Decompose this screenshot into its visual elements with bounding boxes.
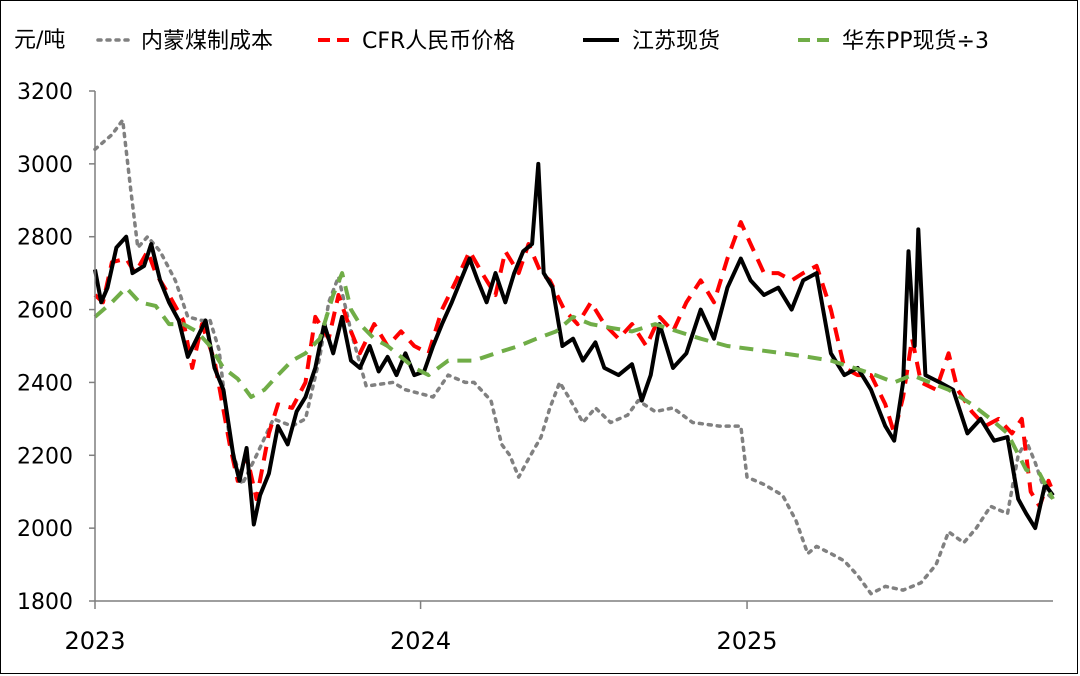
y-tick-label: 2800 <box>17 226 73 251</box>
axes: 1800 2000 2200 2400 2600 2800 3000 3200 2023 2024… <box>17 80 1053 655</box>
legend-label-0: 内蒙煤制成本 <box>141 29 273 54</box>
x-tick-label: 2025 <box>717 627 778 655</box>
legend-label-2: 江苏现货 <box>632 29 720 54</box>
legend-label-3: 华东PP现货÷3 <box>842 29 989 54</box>
series-layer <box>93 118 1055 596</box>
y-tick-label: 3000 <box>17 153 73 178</box>
y-tick-label: 3200 <box>17 80 73 105</box>
x-tick-label: 2023 <box>64 627 125 655</box>
plot-area <box>93 118 1055 596</box>
y-tick-label: 2600 <box>17 299 73 324</box>
legend-label-1: CFR人民币价格 <box>362 29 515 54</box>
series-line-3 <box>93 271 1055 500</box>
legend: 元/吨 内蒙煤制成本 CFR人民币价格 江苏现货 华东PP现货÷3 <box>14 28 989 54</box>
y-tick-label: 2400 <box>17 371 73 396</box>
y-tick-label: 2000 <box>17 517 73 542</box>
y-axis-unit-label: 元/吨 <box>14 28 65 53</box>
y-tick-label: 1800 <box>17 590 73 615</box>
x-tick-label: 2024 <box>390 627 451 655</box>
series-line-2 <box>93 161 1055 531</box>
y-tick-label: 2200 <box>17 444 73 469</box>
